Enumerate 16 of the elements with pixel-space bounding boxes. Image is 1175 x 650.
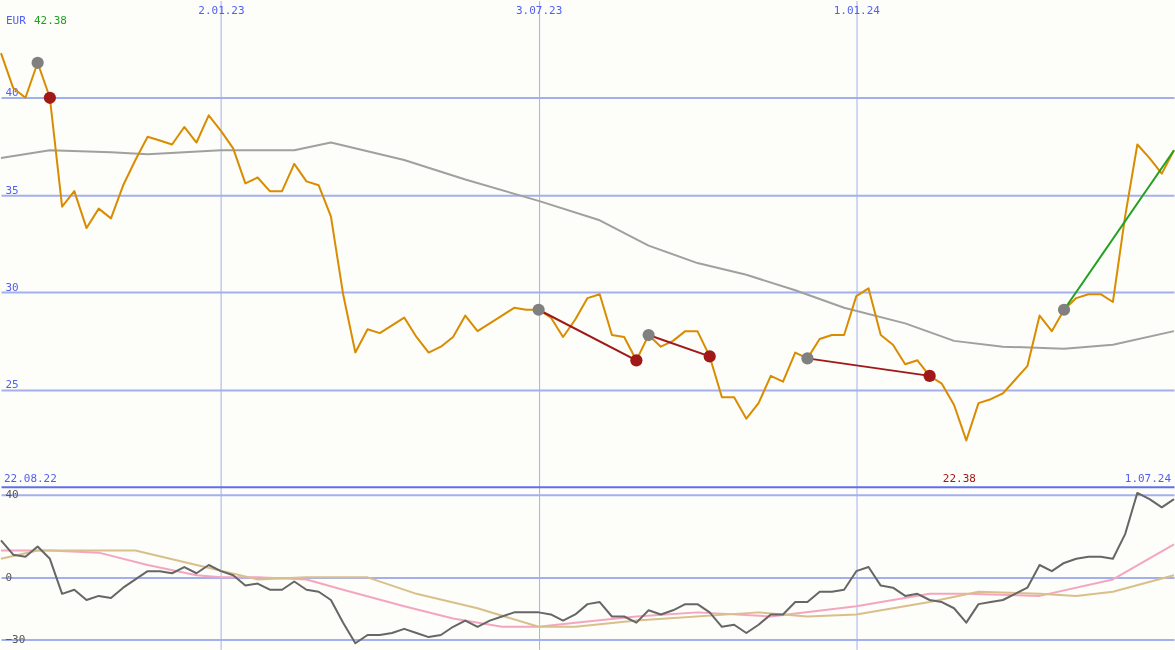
y-tick-label: 40 (5, 488, 19, 502)
y-tick-label: 30 (5, 280, 19, 294)
x-tick-label: 3.07.23 (516, 4, 563, 18)
y-tick-label: 40 (5, 86, 19, 100)
x-tick-label: 2.01.23 (198, 4, 245, 18)
y-tick-label: −30 (5, 632, 26, 646)
annotation: 22.08.22 (3, 471, 57, 485)
annotation: 1.07.24 (1124, 471, 1172, 485)
annotation: 42.38 (33, 13, 67, 27)
y-tick-label: 0 (5, 570, 13, 584)
annotation: 22.38 (942, 471, 976, 485)
line-series (0, 491, 1175, 645)
annotation: EUR (5, 13, 27, 27)
y-tick-label: 25 (5, 377, 19, 391)
x-tick-label: 1.01.24 (833, 4, 881, 18)
y-tick-label: 35 (5, 183, 19, 197)
